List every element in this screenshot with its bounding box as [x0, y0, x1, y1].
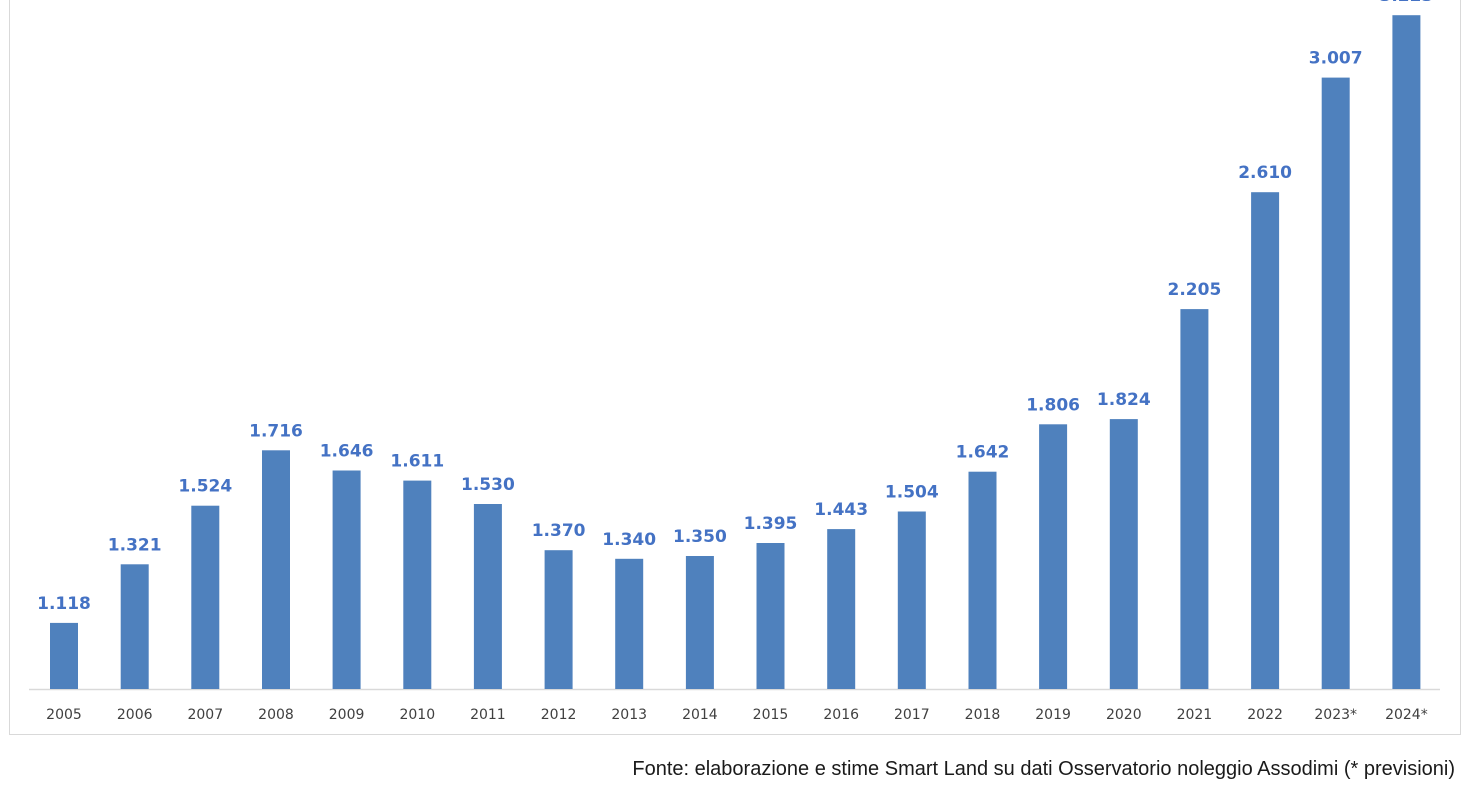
data-label-2020: 1.824: [1097, 390, 1151, 410]
x-tick-label-2022: 2022: [1247, 707, 1283, 723]
bar-2016: [827, 529, 856, 689]
data-label-2013: 1.340: [602, 530, 656, 550]
data-label-2015: 1.395: [744, 514, 798, 534]
x-tick-label-2020: 2020: [1106, 707, 1142, 723]
x-tick-label-2024*: 2024*: [1385, 707, 1428, 723]
x-tick-label-2010: 2010: [399, 707, 435, 723]
x-tick-label-2009: 2009: [329, 707, 365, 723]
bar-2019: [1039, 424, 1068, 689]
data-label-2024*: 3.223: [1380, 0, 1434, 6]
data-label-2011: 1.530: [461, 475, 515, 495]
x-tick-label-2023*: 2023*: [1314, 707, 1357, 723]
data-label-2016: 1.443: [814, 500, 868, 520]
bar-2018: [968, 471, 997, 689]
x-tick-label-2017: 2017: [894, 707, 930, 723]
data-label-2023*: 3.007: [1309, 49, 1363, 69]
data-label-2012: 1.370: [532, 521, 586, 541]
data-label-2022: 2.610: [1238, 163, 1292, 183]
bar-2005: [50, 622, 78, 689]
data-label-2018: 1.642: [956, 443, 1010, 463]
bar-2008: [262, 450, 290, 689]
x-tick-label-2021: 2021: [1177, 707, 1213, 723]
x-tick-label-2008: 2008: [258, 707, 294, 723]
x-tick-label-2013: 2013: [611, 707, 647, 723]
data-label-2019: 1.806: [1026, 395, 1080, 415]
bar-2022: [1251, 192, 1280, 689]
x-tick-label-2012: 2012: [541, 707, 577, 723]
x-tick-label-2016: 2016: [823, 707, 859, 723]
bar-2017: [897, 511, 926, 689]
data-label-2008: 1.716: [249, 421, 303, 441]
bar-2024*: [1392, 15, 1421, 689]
x-tick-label-2015: 2015: [753, 707, 789, 723]
bar-2011: [473, 504, 502, 689]
x-tick-label-2019: 2019: [1035, 707, 1071, 723]
bar-2020: [1109, 419, 1138, 689]
bar-2023*: [1321, 77, 1350, 690]
bar-2012: [544, 550, 573, 689]
bar-2015: [756, 543, 785, 689]
data-label-2007: 1.524: [178, 477, 232, 497]
bar-2010: [403, 480, 432, 689]
bar-2014: [685, 556, 714, 689]
x-tick-label-2006: 2006: [117, 707, 153, 723]
data-label-2009: 1.646: [320, 442, 374, 462]
bar-2021: [1180, 309, 1209, 689]
x-tick-label-2005: 2005: [46, 707, 82, 723]
bar-2006: [120, 564, 149, 689]
bar-2013: [615, 558, 644, 689]
source-note: Fonte: elaborazione e stime Smart Land s…: [632, 758, 1455, 780]
data-label-2017: 1.504: [885, 483, 939, 503]
x-tick-label-2018: 2018: [965, 707, 1001, 723]
data-label-2010: 1.611: [390, 452, 444, 472]
x-tick-label-2014: 2014: [682, 707, 718, 723]
bar-chart: 1.118 2005 1.321 2006 1.524 2007 1.716 2008 1.64…: [29, 0, 1440, 723]
data-label-2006: 1.321: [108, 535, 162, 555]
chart-area: [9, 0, 1461, 735]
x-tick-label-2011: 2011: [470, 707, 506, 723]
data-label-2014: 1.350: [673, 527, 727, 547]
data-label-2021: 2.205: [1168, 280, 1222, 300]
bar-2009: [332, 470, 361, 689]
data-label-2005: 1.118: [37, 594, 91, 614]
x-tick-label-2007: 2007: [187, 707, 223, 723]
bar-2007: [191, 505, 220, 689]
